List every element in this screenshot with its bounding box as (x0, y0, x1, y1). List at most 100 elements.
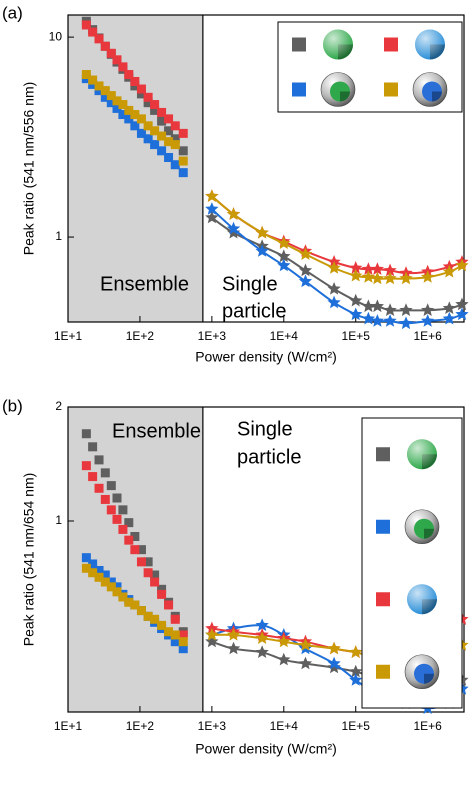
single-point (277, 236, 291, 249)
ensemble-point (100, 494, 110, 504)
ensemble-point (100, 577, 110, 587)
ensemble-point (124, 518, 134, 528)
single-point (442, 264, 456, 278)
ensemble-point (170, 160, 180, 170)
x-tick-label: 1E+4 (270, 719, 299, 733)
single-label: particle (237, 446, 301, 468)
ensemble-point (81, 461, 91, 471)
ensemble-point (143, 98, 153, 108)
y-tick-label: 1 (55, 513, 62, 527)
legend-icon-core (422, 81, 442, 102)
ensemble-point (130, 121, 140, 131)
single-point (255, 225, 269, 239)
plot-frame (67, 14, 465, 323)
ensemble-point (112, 582, 122, 592)
single-point (205, 210, 219, 224)
single-point (277, 249, 291, 263)
ensemble-point (106, 577, 116, 587)
ensemble-point (150, 140, 160, 150)
legend-icon-shine (407, 439, 437, 470)
single-point (455, 258, 469, 272)
single-point (327, 295, 341, 309)
single-point (226, 221, 241, 235)
legend-marker (384, 82, 398, 97)
ensemble-point (106, 48, 116, 58)
legend-icon-shine (323, 29, 353, 60)
ensemble-point (157, 131, 167, 141)
ensemble-point (88, 75, 98, 85)
ensemble-point (157, 107, 167, 117)
ensemble-point (94, 34, 104, 44)
legend-marker (292, 82, 306, 97)
ensemble-point (164, 114, 174, 124)
ensemble-point (94, 81, 104, 91)
ensemble-point (106, 505, 116, 515)
ensemble-point (150, 126, 160, 136)
single-point (327, 261, 341, 274)
ensemble-point (88, 568, 98, 578)
ensemble-point (130, 76, 140, 86)
ensemble-point (118, 100, 128, 110)
ensemble-point (118, 524, 128, 534)
single-point (421, 314, 435, 327)
single-point (349, 664, 363, 678)
y-tick-label: 1 (55, 229, 62, 243)
single-point (383, 303, 397, 316)
single-point (255, 645, 269, 658)
ensemble-point (157, 146, 167, 156)
ensemble-point (136, 128, 146, 138)
ensemble-point (170, 134, 180, 144)
single-point (361, 262, 376, 275)
ensemble-label: Ensemble (112, 420, 201, 442)
legend-icon-core (414, 663, 434, 684)
x-axis-label: Power density (W/cm²) (195, 349, 337, 365)
x-tick-label: 1E+2 (126, 719, 155, 733)
ensemble-point (124, 114, 134, 124)
ensemble-point (136, 89, 146, 99)
legend-icon-core (330, 81, 350, 102)
ensemble-point (88, 442, 98, 452)
x-tick-label: 1E+5 (342, 719, 371, 733)
ensemble-point (143, 557, 153, 567)
single-point (298, 247, 313, 260)
single-point (399, 316, 413, 330)
single-point (226, 225, 241, 239)
single-point (277, 652, 291, 666)
single-point (361, 299, 376, 313)
ensemble-point (118, 592, 128, 602)
ensemble-point (130, 600, 140, 610)
single-label: Single (237, 418, 293, 440)
x-tick-label: 1E+6 (413, 719, 442, 733)
single-point (327, 282, 341, 295)
x-tick-label: 1E+1 (54, 329, 83, 343)
ensemble-point (94, 86, 104, 96)
x-tick-label: 1E+3 (198, 329, 227, 343)
ensemble-point (81, 20, 91, 30)
ensemble-point (112, 55, 122, 65)
ensemble-point (170, 614, 180, 624)
single-point (349, 261, 363, 274)
single-point (205, 189, 219, 202)
ensemble-point (94, 483, 104, 493)
single-point (399, 303, 413, 316)
single-point (383, 314, 397, 327)
ensemble-point (100, 41, 110, 51)
ensemble-point (112, 587, 122, 597)
single-point (349, 307, 363, 321)
ensemble-point (81, 563, 91, 573)
ensemble-point (130, 545, 140, 555)
ensemble-point (178, 630, 188, 640)
single-label: Single (222, 273, 278, 295)
single-point (255, 244, 269, 257)
single-point (370, 271, 384, 285)
single-point (383, 263, 397, 277)
ensemble-point (178, 637, 188, 647)
legend-marker (376, 447, 390, 462)
ensemble-point (170, 121, 180, 131)
legend-marker (292, 37, 306, 52)
single-point (383, 271, 397, 285)
single-point (205, 621, 219, 635)
ensemble-point (178, 644, 188, 654)
ensemble-point (88, 27, 98, 37)
